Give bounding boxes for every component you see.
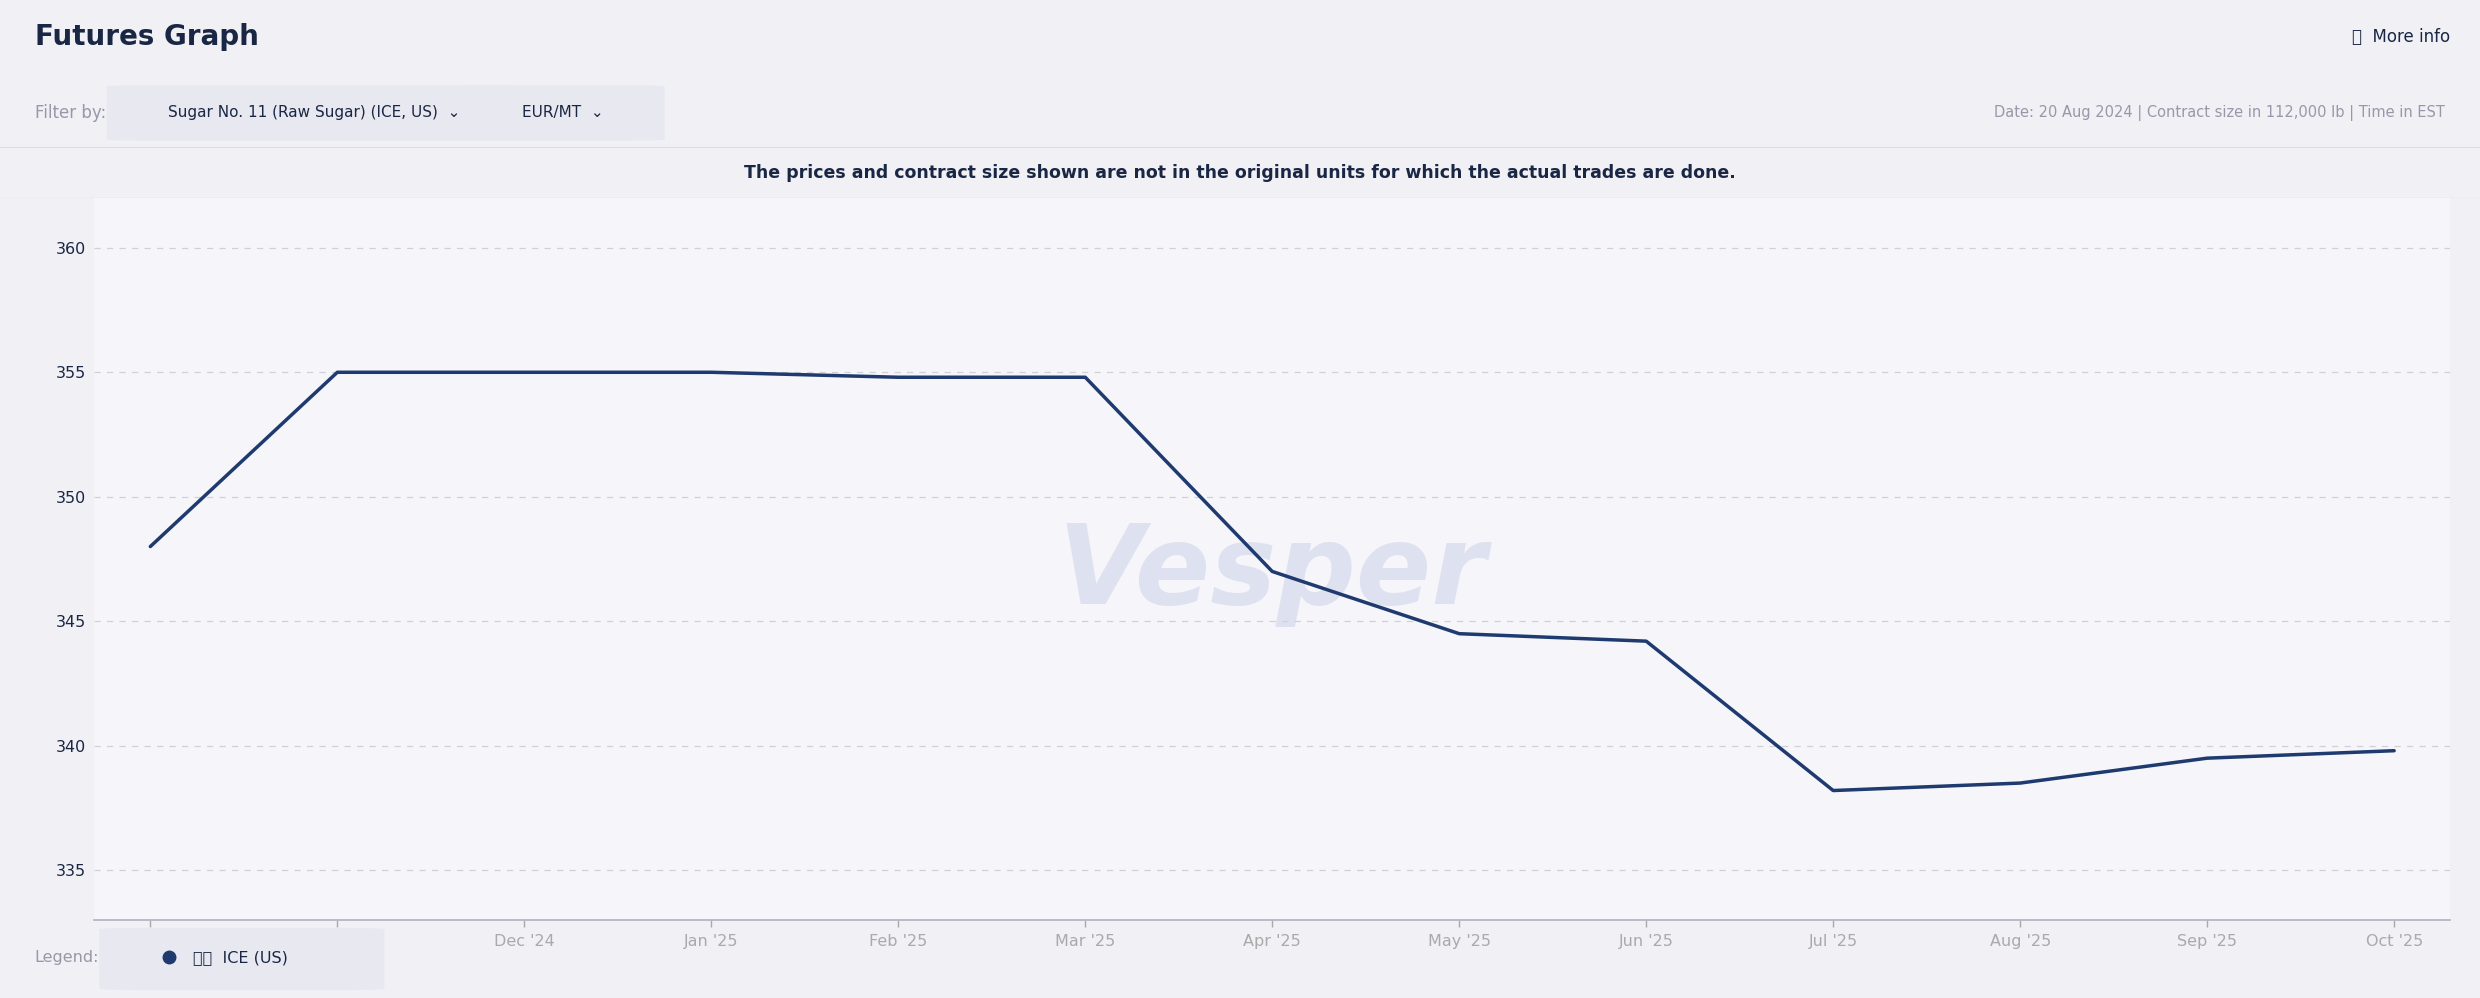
FancyBboxPatch shape [107, 86, 521, 141]
Text: Sugar No. 11 (Raw Sugar) (ICE, US)  ⌄: Sugar No. 11 (Raw Sugar) (ICE, US) ⌄ [169, 106, 459, 121]
Text: Date: 20 Aug 2024 | Contract size in 112,000 lb | Time in EST: Date: 20 Aug 2024 | Contract size in 112… [1994, 105, 2445, 121]
Text: Legend:: Legend: [35, 950, 99, 965]
Text: The prices and contract size shown are not in the original units for which the a: The prices and contract size shown are n… [744, 164, 1736, 182]
FancyBboxPatch shape [99, 928, 384, 990]
Text: Vesper: Vesper [1059, 520, 1486, 627]
Text: 🇺🇸  ICE (US): 🇺🇸 ICE (US) [193, 950, 288, 965]
Text: Filter by:: Filter by: [35, 104, 107, 122]
Text: Futures Graph: Futures Graph [35, 23, 258, 52]
Text: EUR/MT  ⌄: EUR/MT ⌄ [523, 106, 603, 121]
FancyBboxPatch shape [461, 86, 665, 141]
Text: ⓘ  More info: ⓘ More info [2351, 28, 2450, 47]
